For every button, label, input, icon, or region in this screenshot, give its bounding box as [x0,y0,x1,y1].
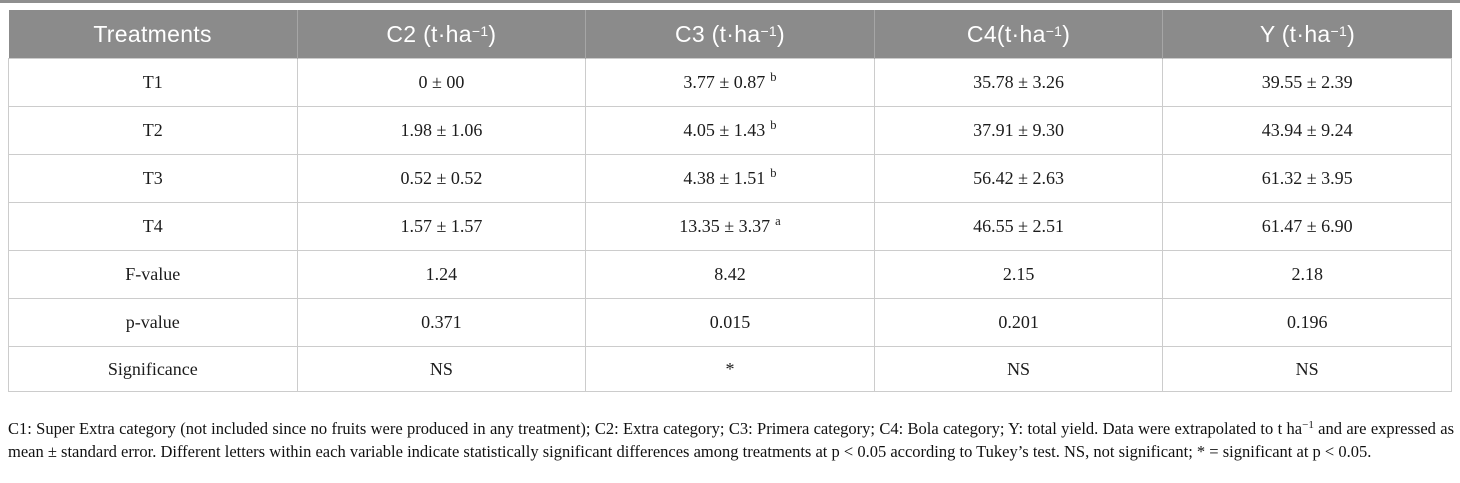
table-row-p-value: p-value 0.371 0.015 0.201 0.196 [8,298,1452,347]
value-cell: 1.98 ± 1.06 [296,106,587,155]
row-label-cell: T1 [8,58,298,107]
header-c3: C3 (t·ha−1) [585,10,875,59]
header-c4: C4(t·ha−1) [873,10,1163,59]
header-treatments: Treatments [8,10,298,59]
value-cell: 3.77 ± 0.87 b [585,58,875,107]
value-cell: 1.57 ± 1.57 [296,202,587,251]
table-row-t2: T2 1.98 ± 1.06 4.05 ± 1.43 b 37.91 ± 9.30… [8,106,1452,155]
value-cell: 0.52 ± 0.52 [296,154,587,203]
value-cell: 0.201 [873,298,1164,347]
table-row-significance: Significance NS * NS NS [8,346,1452,392]
row-label-cell: T3 [8,154,298,203]
table-row-t4: T4 1.57 ± 1.57 13.35 ± 3.37 a 46.55 ± 2.5… [8,202,1452,251]
table-header: Treatments C2 (t·ha−1) C3 (t·ha−1) C4(t·… [8,10,1452,59]
table-body: T1 0 ± 00 3.77 ± 0.87 b 35.78 ± 3.26 39.5… [8,58,1452,392]
value-cell: 0 ± 00 [296,58,587,107]
table-header-row: Treatments C2 (t·ha−1) C3 (t·ha−1) C4(t·… [8,10,1452,59]
value-cell: 0.371 [296,298,587,347]
top-divider-rule [0,0,1460,3]
value-cell: NS [1162,346,1452,392]
value-cell: 56.42 ± 2.63 [873,154,1164,203]
value-cell: 2.18 [1162,250,1452,299]
row-label-cell: p-value [8,298,298,347]
value-cell: 1.24 [296,250,587,299]
value-cell: 61.47 ± 6.90 [1162,202,1452,251]
value-cell: 0.196 [1162,298,1452,347]
row-label-cell: Significance [8,346,298,392]
value-cell: 37.91 ± 9.30 [873,106,1164,155]
value-cell: 61.32 ± 3.95 [1162,154,1452,203]
value-cell: 35.78 ± 3.26 [873,58,1164,107]
value-cell: 4.38 ± 1.51 b [585,154,875,203]
value-cell: 43.94 ± 9.24 [1162,106,1452,155]
table-row-t1: T1 0 ± 00 3.77 ± 0.87 b 35.78 ± 3.26 39.5… [8,58,1452,107]
value-cell: NS [873,346,1164,392]
results-table: Treatments C2 (t·ha−1) C3 (t·ha−1) C4(t·… [8,10,1452,392]
header-c2: C2 (t·ha−1) [296,10,586,59]
table-footnote: C1: Super Extra category (not included s… [8,418,1454,461]
value-cell: 8.42 [585,250,875,299]
header-y: Y (t·ha−1) [1162,10,1452,59]
value-cell: 39.55 ± 2.39 [1162,58,1452,107]
value-cell: NS [296,346,587,392]
value-cell: 2.15 [873,250,1164,299]
row-label-cell: T4 [8,202,298,251]
value-cell: 0.015 [585,298,875,347]
table-row-f-value: F-value 1.24 8.42 2.15 2.18 [8,250,1452,299]
value-cell: * [585,346,875,392]
row-label-cell: T2 [8,106,298,155]
value-cell: 4.05 ± 1.43 b [585,106,875,155]
row-label-cell: F-value [8,250,298,299]
table-row-t3: T3 0.52 ± 0.52 4.38 ± 1.51 b 56.42 ± 2.63… [8,154,1452,203]
value-cell: 46.55 ± 2.51 [873,202,1164,251]
value-cell: 13.35 ± 3.37 a [585,202,875,251]
results-table-container: Treatments C2 (t·ha−1) C3 (t·ha−1) C4(t·… [8,10,1452,392]
